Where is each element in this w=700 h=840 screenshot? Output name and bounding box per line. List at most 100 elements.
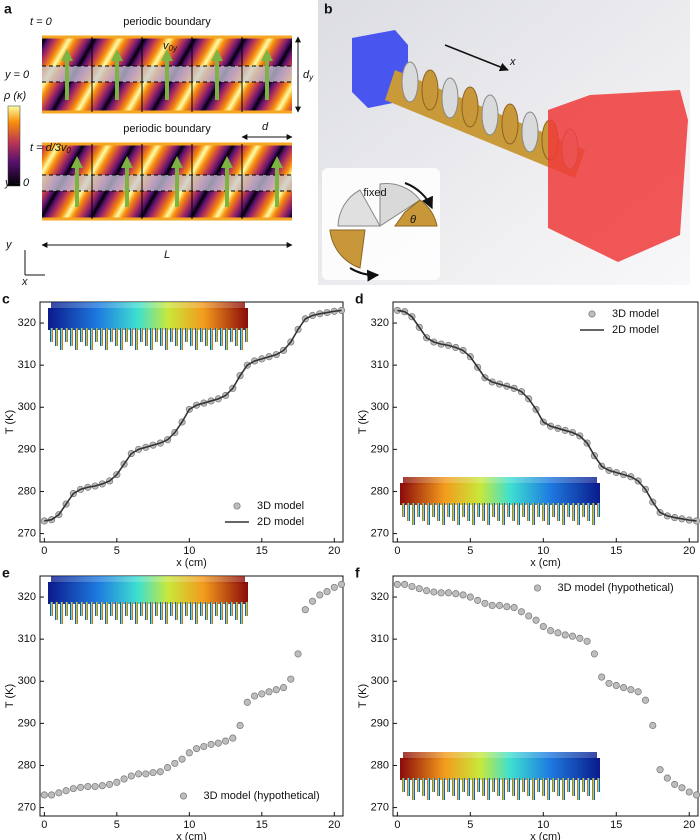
panel-label: e: [2, 565, 10, 581]
origin-label: y = 0: [4, 177, 30, 189]
heatmap-fin: [592, 778, 595, 800]
heatmap-fin: [492, 503, 495, 517]
legend-label: 2D model: [612, 324, 659, 336]
heatmap-fin: [542, 778, 545, 796]
marker: [488, 601, 496, 610]
y-tick-label: 320: [18, 591, 36, 603]
axis-label: x: [21, 276, 28, 288]
heatmap-fin: [587, 778, 590, 796]
x-tick-label: 0: [41, 819, 47, 831]
x-tick-label: 20: [683, 545, 695, 557]
marker: [229, 734, 237, 742]
heatmap-body: [403, 752, 597, 760]
heatmap-fin: [90, 328, 93, 350]
y-axis-label: T (K): [357, 684, 369, 708]
time-label: t = 0: [30, 16, 53, 28]
marker: [678, 784, 686, 792]
heatmap-fin: [205, 328, 208, 346]
x-tick-label: 10: [183, 819, 195, 831]
x-tick-label: 15: [610, 819, 622, 831]
marker: [272, 686, 280, 694]
heatmap-fin: [422, 503, 425, 521]
panel-label: a: [4, 1, 12, 17]
marker: [127, 772, 135, 780]
heatmap-fin: [70, 602, 73, 620]
marker: [200, 742, 208, 751]
heatmap-body: [51, 576, 245, 584]
heatmap-fin: [50, 602, 53, 616]
marker: [164, 764, 172, 772]
heatmap-fin: [80, 602, 83, 616]
marker: [481, 599, 489, 607]
marker: [568, 632, 577, 640]
chart: c 0 5 10 15 20 270 280 290 300 310 320 x (cm) T (K) 3D…: [2, 291, 346, 569]
marker: [113, 778, 121, 786]
marker: [323, 588, 331, 596]
marker: [207, 740, 215, 748]
heatmap-fin: [557, 503, 560, 521]
marker: [98, 782, 106, 790]
heatmap-fin: [70, 328, 73, 346]
heatmap-fin: [522, 503, 525, 517]
fixed-piece: [379, 183, 421, 227]
rotation-arrow: [349, 267, 380, 282]
heatmap-fin: [50, 328, 53, 342]
velocity-label: v0y: [163, 40, 178, 53]
heatmap-fin: [552, 503, 555, 517]
heatmap-fin: [482, 503, 485, 521]
heatmap-fin: [185, 328, 188, 342]
heatmap-fin: [522, 778, 525, 792]
fixed-piece: [337, 189, 381, 227]
heatmap-fin: [125, 328, 128, 342]
x-tick-label: 0: [394, 819, 400, 831]
marker: [576, 634, 584, 642]
y-tick-label: 310: [18, 359, 36, 371]
panel-a: a t = 0 periodic boundary v0y y = 0 dy ρ…: [3, 1, 314, 288]
marker: [294, 650, 302, 658]
y-tick-label: 310: [371, 633, 389, 645]
x-tick-label: 10: [537, 819, 549, 831]
marker: [84, 782, 92, 791]
marker: [620, 684, 628, 692]
x-axis-label: x (cm): [530, 831, 561, 840]
heatmap-fin: [457, 778, 460, 800]
x-tick-label: 20: [328, 545, 340, 557]
heatmap-fin: [472, 503, 475, 525]
heatmap-fin: [110, 328, 113, 342]
heatmap-fin: [85, 602, 88, 620]
marker: [663, 774, 671, 782]
heatmap-fin: [437, 503, 440, 521]
heatmap-fin: [507, 778, 510, 792]
marker: [330, 583, 338, 591]
marker: [149, 769, 157, 777]
heatmap-fin: [220, 602, 223, 620]
marker: [120, 775, 128, 783]
heatmap-fin: [532, 778, 535, 800]
heatmap-fin: [160, 602, 163, 620]
heatmap-fin: [457, 503, 460, 525]
heatmap-fin: [120, 328, 123, 350]
y-tick-label: 300: [371, 675, 389, 687]
inset-heatmap: [48, 576, 248, 624]
colorbar-label: ρ (κ): [3, 90, 27, 102]
heatmap-fin: [437, 778, 440, 796]
heatmap-fin: [432, 778, 435, 792]
panel-b: b x fixed θ: [318, 0, 690, 285]
y-tick-label: 310: [18, 633, 36, 645]
y-tick-label: 310: [371, 359, 389, 371]
x-tick-label: 15: [610, 545, 622, 557]
heatmap-body: [400, 758, 600, 780]
heatmap-fin: [175, 328, 178, 346]
heatmap-fin: [502, 503, 505, 525]
heatmap-fin: [75, 602, 78, 624]
y-axis-label: T (K): [4, 684, 16, 708]
hot-block: [548, 90, 688, 262]
marker: [671, 780, 679, 788]
heatmap-fin: [447, 503, 450, 517]
heatmap-fin: [80, 328, 83, 342]
heatmap-fin: [557, 778, 560, 796]
cell-dividers: [91, 37, 243, 219]
heatmap-fin: [170, 602, 173, 616]
y-tick-label: 320: [18, 317, 36, 329]
heatmap-fin: [472, 778, 475, 800]
